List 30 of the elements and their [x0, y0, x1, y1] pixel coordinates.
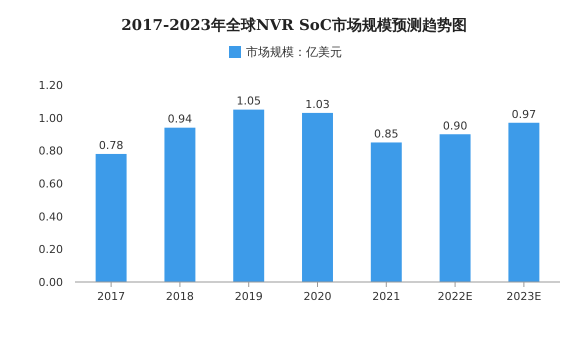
x-tick-label: 2022E: [438, 290, 473, 303]
x-tick-label: 2020: [304, 290, 332, 303]
data-label: 0.78: [98, 138, 124, 152]
data-label: 0.90: [442, 119, 468, 132]
bar: [302, 112, 333, 282]
x-tick-label: 2021: [372, 290, 400, 303]
bar: [508, 122, 540, 282]
data-label: 0.85: [374, 127, 399, 140]
x-tick-label: 2018: [166, 290, 194, 303]
y-tick-label: 0.40: [38, 210, 63, 224]
bar: [370, 142, 402, 282]
data-label: 0.94: [168, 112, 192, 126]
x-tick-label: 2017: [97, 290, 126, 303]
y-tick-label: 1.00: [38, 112, 63, 125]
bar: [440, 134, 471, 282]
data-label: 0.97: [512, 108, 536, 121]
data-label: 1.03: [305, 98, 330, 111]
bar: [164, 128, 196, 282]
x-tick-label: 2019: [234, 290, 263, 303]
y-tick-label: 1.20: [38, 79, 63, 92]
chart-title: 2017-2023年全球NVR SoC市场规模预测趋势图: [121, 16, 467, 34]
y-tick-label: 0.20: [38, 243, 63, 256]
bar: [233, 110, 264, 282]
y-tick-label: 0.60: [38, 178, 63, 190]
y-tick-label: 0.00: [38, 276, 63, 289]
bar: [96, 154, 127, 282]
y-tick-label: 0.80: [38, 144, 63, 158]
x-tick-label: 2023E: [506, 290, 542, 303]
data-label: 1.05: [236, 94, 261, 108]
legend-label: 市场规模：亿美元: [246, 45, 342, 59]
